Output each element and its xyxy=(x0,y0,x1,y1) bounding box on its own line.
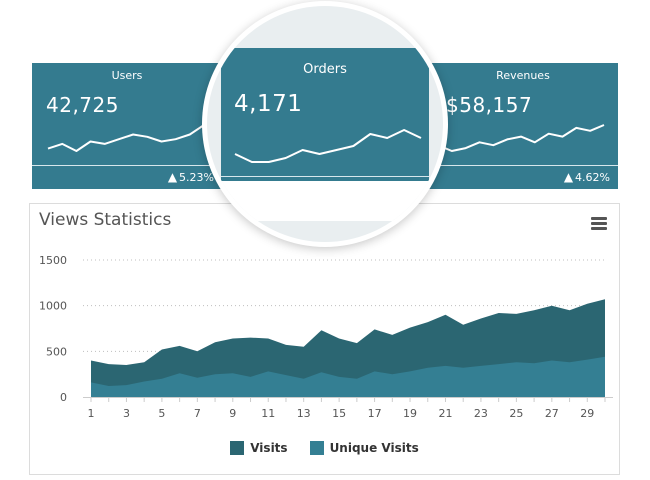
legend-item-unique-visits[interactable]: Unique Visits xyxy=(309,441,419,455)
x-tick-label: 19 xyxy=(403,407,417,420)
x-tick-label: 29 xyxy=(580,407,594,420)
orders-tile-title: Orders xyxy=(303,62,347,77)
magnified-panel-edge xyxy=(221,181,429,221)
y-tick-label: 1500 xyxy=(39,254,67,267)
sparkline-path xyxy=(234,129,422,163)
revenues-sparkline xyxy=(437,124,605,152)
users-tile-value: 42,725 xyxy=(46,93,119,117)
tile-divider xyxy=(32,165,222,166)
chart-legend: Visits Unique Visits xyxy=(30,441,619,455)
hamburger-menu-icon[interactable] xyxy=(591,217,607,232)
tile-divider xyxy=(221,176,429,177)
y-tick-label: 0 xyxy=(60,391,67,404)
sparkline-path xyxy=(437,124,605,152)
revenues-change-value: 4.62% xyxy=(575,171,610,184)
up-arrow-icon: ▲ xyxy=(167,170,178,184)
legend-swatch-unique xyxy=(309,441,324,455)
users-change-value: 5.23% xyxy=(179,171,214,184)
views-statistics-panel: Views Statistics 0 500 1000 1500 1 3 5 7 9 11 13 15… xyxy=(29,203,620,475)
x-tick-label: 15 xyxy=(332,407,346,420)
x-tick-label: 21 xyxy=(438,407,452,420)
legend-label-unique-visits: Unique Visits xyxy=(329,441,419,455)
orders-tile-value: 4,171 xyxy=(234,91,303,117)
revenues-tile-value: $58,157 xyxy=(446,93,533,117)
revenues-stat-tile: Revenues $58,157 ▲ 4.62% xyxy=(428,63,618,189)
up-arrow-icon: ▲ xyxy=(563,170,574,184)
x-tick-label: 25 xyxy=(509,407,523,420)
x-tick-label: 3 xyxy=(123,407,130,420)
y-tick-label: 500 xyxy=(46,345,67,358)
x-tick-label: 5 xyxy=(158,407,165,420)
x-tick-label: 9 xyxy=(229,407,236,420)
series-area-unique-visits[interactable] xyxy=(91,356,605,397)
users-tile-title: Users xyxy=(111,69,143,82)
legend-item-visits[interactable]: Visits xyxy=(230,441,288,455)
x-tick-label: 17 xyxy=(368,407,382,420)
x-tick-label: 1 xyxy=(88,407,95,420)
sparkline-path xyxy=(47,124,205,152)
x-tick-label: 23 xyxy=(474,407,488,420)
revenues-change-badge: ▲ 4.62% xyxy=(564,171,610,184)
panel-title: Views Statistics xyxy=(39,210,172,230)
legend-swatch-visits xyxy=(230,441,245,455)
tile-divider xyxy=(428,165,618,166)
x-tick-label: 7 xyxy=(194,407,201,420)
x-tick-label: 11 xyxy=(261,407,275,420)
revenues-tile-title: Revenues xyxy=(496,69,550,82)
users-change-badge: ▲ 5.23% xyxy=(168,171,214,184)
users-sparkline xyxy=(47,124,205,152)
orders-tile-magnified: Orders 4,171 ▼ 3.9 xyxy=(221,48,437,199)
orders-sparkline xyxy=(234,129,422,163)
x-tick-label: 27 xyxy=(545,407,559,420)
users-stat-tile: Users 42,725 ▲ 5.23% xyxy=(32,63,222,189)
magnifier-lens: Orders 4,171 ▼ 3.9 xyxy=(207,6,443,242)
y-tick-label: 1000 xyxy=(39,300,67,313)
x-tick-label: 13 xyxy=(297,407,311,420)
legend-label-visits: Visits xyxy=(250,441,288,455)
